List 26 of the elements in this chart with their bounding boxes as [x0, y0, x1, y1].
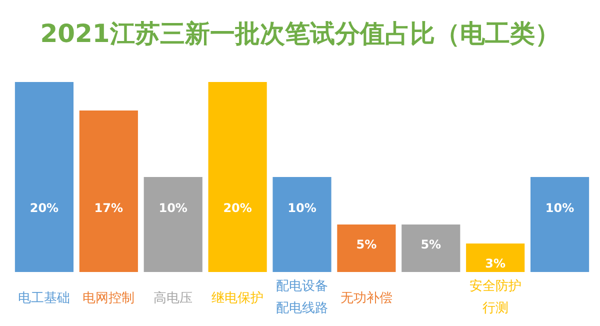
data-label: 20%: [30, 201, 59, 215]
data-label: 17%: [94, 201, 124, 215]
bar: [144, 177, 202, 272]
bar: [272, 177, 332, 272]
x-tick-label: 配电设备配电线路: [276, 279, 328, 316]
x-tick-label: 无功补偿: [340, 291, 392, 306]
x-tick-label: 安全防护行测: [469, 278, 522, 316]
x-tick-label: 继电保护: [212, 291, 264, 306]
bar: [402, 224, 460, 272]
data-label: 10%: [158, 201, 188, 215]
data-label: 20%: [223, 201, 252, 215]
data-label: 10%: [545, 201, 574, 215]
chart-title: 2021江苏三新一批次笔试分值占比（电工类）: [40, 19, 560, 48]
x-tick-label: 电网控制: [82, 291, 135, 306]
data-label: 3%: [485, 256, 506, 270]
x-tick-label: 电工基础: [18, 291, 70, 306]
bar: [79, 110, 138, 272]
x-tick-label: 高电压: [154, 290, 193, 306]
data-label: 5%: [356, 238, 377, 252]
bar: [14, 82, 74, 272]
data-label: 5%: [420, 238, 442, 252]
bar: [466, 244, 525, 272]
bar: [208, 82, 267, 272]
bar: [530, 177, 590, 272]
bar: [337, 224, 396, 272]
data-label: 10%: [288, 201, 316, 215]
